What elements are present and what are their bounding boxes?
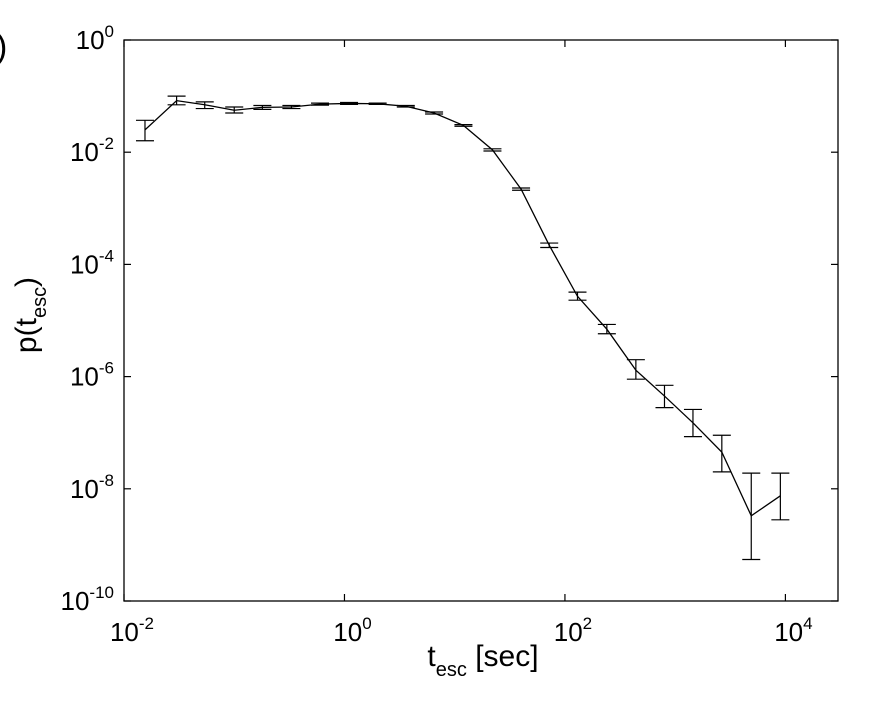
y-tick-base-1: 10 [70,137,99,167]
y-tick-exp-0: 0 [105,22,114,41]
x-tick-labels: 10-2 100 102 104 [110,614,813,647]
y-tick-exp-4: -8 [99,471,114,490]
error-bar-14 [540,242,559,249]
y-tick-base-2: 10 [70,249,99,279]
error-bar-8 [368,102,387,106]
plot-frame [123,39,839,602]
error-bar-4 [253,104,272,110]
y-axis-title-sub: esc [29,287,51,318]
y-axis-title-close: ) [10,277,43,287]
error-bar-15 [568,291,587,301]
x-tick-label-1: 100 [333,614,371,647]
x-tick-exp-3: 4 [803,614,812,633]
error-bar-10 [425,111,444,115]
error-bar-19 [683,408,702,438]
series-group [135,95,790,561]
y-axis-title-main: p(t [10,317,43,353]
error-bar-12 [483,148,502,152]
x-tick-label-2: 102 [554,614,592,647]
x-tick-base-2: 10 [554,617,583,647]
error-bar-5 [282,104,301,110]
error-bar-1 [167,95,186,106]
y-tick-base-3: 10 [70,362,99,392]
y-tick-base-4: 10 [70,474,99,504]
y-tick-label-0: 100 [76,22,114,55]
error-bar-11 [454,124,473,127]
error-bar-3 [225,106,244,114]
error-bar-0 [135,119,154,142]
x-axis-title-main: t [427,640,436,673]
error-bar-2 [195,101,214,110]
x-tick-base-1: 10 [333,617,362,647]
y-tick-exp-3: -6 [99,359,114,378]
y-tick-label-4: 10-8 [70,471,114,504]
x-axis-title-unit: [sec] [467,640,539,673]
error-bar-7 [340,101,359,106]
y-tick-label-5: 10-10 [61,583,115,616]
error-bar-13 [512,187,531,191]
x-tick-exp-0: -2 [139,614,154,633]
x-tick-base-3: 10 [774,617,803,647]
error-bar-17 [626,359,645,380]
error-bar-6 [311,102,330,106]
axis-ticks [123,39,838,602]
error-bar-21 [742,472,761,561]
x-axis-title: tesc [sec] [427,640,538,681]
y-tick-base-5: 10 [61,586,90,616]
series-line-0 [144,99,781,517]
y-tick-exp-1: -2 [99,134,114,153]
error-bar-20 [712,434,731,473]
x-axis-title-sub: esc [436,659,467,681]
y-tick-exp-5: -10 [89,583,114,602]
y-tick-base-0: 10 [76,25,105,55]
y-axis-title: p(tesc) [10,277,51,353]
error-bar-9 [396,104,415,108]
error-bar-16 [597,323,616,335]
x-tick-label-3: 104 [774,614,812,647]
error-bar-22 [771,472,790,521]
error-bar-18 [655,384,674,409]
panel-label: ) [0,28,7,66]
x-tick-label-0: 10-2 [110,614,154,647]
y-tick-label-3: 10-6 [70,359,114,392]
y-tick-exp-2: -4 [99,246,114,265]
y-tick-label-2: 10-4 [70,246,114,279]
x-tick-base-0: 10 [110,617,139,647]
x-tick-exp-1: 0 [362,614,371,633]
y-tick-label-1: 10-2 [70,134,114,167]
x-tick-exp-2: 2 [583,614,592,633]
